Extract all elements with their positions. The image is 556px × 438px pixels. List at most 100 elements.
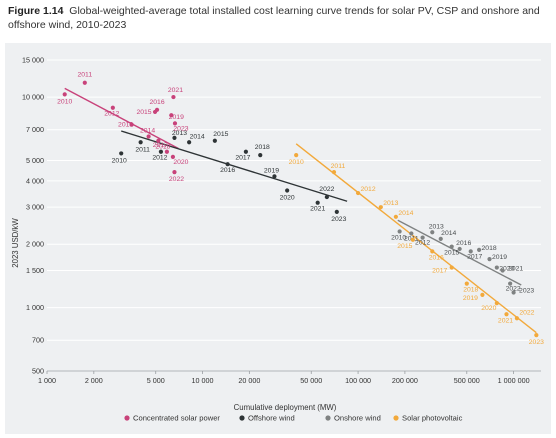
- legend-label-offshore-wind: Offshore wind: [248, 414, 295, 423]
- onshore-wind-label-2010: 2010: [391, 234, 406, 241]
- solar-photovoltaic-label-2012: 2012: [361, 186, 376, 193]
- concentrated-solar-power-point-2012: [110, 105, 115, 110]
- y-tick-label: 3 000: [26, 203, 44, 212]
- offshore-wind-point-2019: [272, 174, 277, 179]
- axis-layer: 500 700 1 000 1 500 2 000 3 000 4 000 5 000 7 00…: [22, 56, 541, 385]
- y-tick-label: 500: [32, 367, 44, 376]
- solar-photovoltaic-label-2010: 2010: [289, 159, 304, 166]
- concentrated-solar-power-point-2011: [82, 80, 87, 85]
- onshore-wind-label-2020: 2020: [499, 266, 514, 273]
- offshore-wind-label-2011: 2011: [135, 146, 150, 153]
- solar-photovoltaic-label-2019: 2019: [463, 295, 478, 302]
- onshore-wind-label-2016: 2016: [456, 240, 471, 247]
- onshore-wind-label-2021: 2021: [508, 266, 523, 273]
- offshore-wind-point-2020: [285, 188, 290, 193]
- x-tick-label: 200 000: [392, 376, 418, 385]
- concentrated-solar-power-label-2022: 2022: [169, 176, 184, 183]
- concentrated-solar-power-point-2019: [169, 113, 174, 118]
- offshore-wind-label-2012: 2012: [152, 155, 167, 162]
- offshore-wind-label-2020: 2020: [280, 194, 295, 201]
- offshore-wind-point-2010: [119, 151, 124, 156]
- grid-layer: [47, 59, 541, 372]
- concentrated-solar-power-label-2010: 2010: [57, 98, 72, 105]
- onshore-wind-point-2016: [457, 246, 462, 252]
- x-tick-label: 20 000: [238, 376, 260, 385]
- x-tick-label: 2 000: [85, 376, 103, 385]
- legend-marker-offshore-wind: [239, 415, 245, 421]
- concentrated-solar-power-label-2011: 2011: [77, 72, 92, 79]
- concentrated-solar-power-point-2013: [129, 122, 134, 127]
- offshore-wind-label-2019: 2019: [264, 167, 279, 174]
- concentrated-solar-power-label-2015: 2015: [136, 109, 151, 116]
- offshore-wind-label-2015: 2015: [213, 131, 228, 138]
- offshore-wind-point-2017: [243, 149, 248, 154]
- onshore-wind-point-2019: [487, 256, 492, 262]
- concentrated-solar-power-label-2021: 2021: [168, 87, 183, 94]
- concentrated-solar-power-label-2023: 2023: [173, 125, 188, 132]
- onshore-wind-point-2014: [438, 236, 443, 242]
- onshore-wind-point-2010: [397, 229, 402, 234]
- figure-title-text: Global-weighted-average total installed …: [8, 5, 540, 31]
- offshore-wind-label-2018: 2018: [255, 144, 270, 151]
- x-axis-title: Cumulative deployment (MW): [234, 403, 337, 412]
- y-tick-label: 1 500: [26, 266, 44, 275]
- onshore-wind-label-2017: 2017: [467, 253, 482, 260]
- y-tick-label: 15 000: [22, 56, 44, 65]
- solar-photovoltaic-point-2018: [464, 281, 469, 286]
- solar-photovoltaic-point-2015: [410, 237, 415, 242]
- point-layer: 2010201120122013201420152016201720182019…: [57, 72, 544, 346]
- concentrated-solar-power-point-2017: [156, 138, 161, 143]
- onshore-wind-point-2015: [449, 244, 454, 249]
- x-tick-label: 500 000: [454, 376, 480, 385]
- legend-label-solar-photovoltaic: Solar photovoltaic: [402, 414, 463, 423]
- offshore-wind-point-2012: [158, 149, 164, 154]
- offshore-wind-label-2010: 2010: [112, 157, 127, 164]
- solar-photovoltaic-point-2013: [378, 205, 383, 210]
- concentrated-solar-power-point-2014: [146, 134, 151, 139]
- figure-label: Figure 1.14: [8, 5, 64, 17]
- legend-label-onshore-wind: Onshore wind: [334, 414, 381, 423]
- onshore-wind-point-2017: [468, 249, 473, 254]
- solar-photovoltaic-point-2017: [449, 265, 454, 270]
- concentrated-solar-power-point-2010: [62, 92, 67, 97]
- onshore-wind-label-2023: 2023: [519, 287, 534, 294]
- concentrated-solar-power-point-2021: [171, 94, 176, 100]
- concentrated-solar-power-label-2019: 2019: [169, 114, 184, 121]
- concentrated-solar-power-point-2023: [172, 121, 178, 126]
- offshore-wind-point-2023: [334, 209, 339, 214]
- onshore-wind-point-2013: [430, 230, 435, 235]
- concentrated-solar-power-label-2012: 2012: [104, 111, 119, 118]
- offshore-wind-label-2016: 2016: [220, 167, 235, 174]
- onshore-wind-trendline: [397, 219, 522, 286]
- x-tick-label: 1 000: [38, 376, 56, 385]
- solar-photovoltaic-point-2023: [534, 333, 539, 338]
- concentrated-solar-power-point-2016: [154, 107, 160, 112]
- onshore-wind-label-2015: 2015: [444, 250, 459, 257]
- onshore-wind-label-2018: 2018: [482, 245, 497, 252]
- onshore-wind-point-2022: [508, 281, 513, 286]
- offshore-wind-label-2013: 2013: [172, 130, 187, 137]
- x-tick-label: 10 000: [192, 376, 214, 385]
- offshore-wind-point-2016: [225, 162, 230, 167]
- onshore-wind-label-2022: 2022: [506, 286, 521, 293]
- y-tick-label: 7 000: [26, 125, 44, 134]
- solar-photovoltaic-point-2012: [355, 190, 361, 196]
- solar-photovoltaic-label-2022: 2022: [519, 309, 534, 316]
- solar-photovoltaic-label-2021: 2021: [498, 317, 513, 324]
- onshore-wind-point-2023: [511, 290, 516, 295]
- concentrated-solar-power-trendline: [64, 87, 179, 150]
- offshore-wind-label-2021: 2021: [310, 206, 325, 213]
- offshore-wind-label-2023: 2023: [331, 216, 346, 223]
- concentrated-solar-power-label-2018: 2018: [155, 144, 170, 151]
- onshore-wind-point-2020: [494, 265, 499, 270]
- x-tick-label: 5 000: [147, 376, 165, 385]
- learning-curve-chart: 500 700 1 000 1 500 2 000 3 000 4 000 5 000 7 00…: [11, 56, 544, 423]
- solar-photovoltaic-label-2017: 2017: [432, 268, 447, 275]
- y-tick-label: 2 000: [26, 240, 44, 249]
- solar-photovoltaic-point-2014: [393, 214, 398, 219]
- solar-photovoltaic-label-2015: 2015: [397, 243, 412, 250]
- y-tick-label: 10 000: [22, 93, 44, 102]
- offshore-wind-point-2022: [324, 194, 329, 200]
- solar-photovoltaic-point-2016: [430, 249, 435, 254]
- x-tick-label: 50 000: [300, 376, 322, 385]
